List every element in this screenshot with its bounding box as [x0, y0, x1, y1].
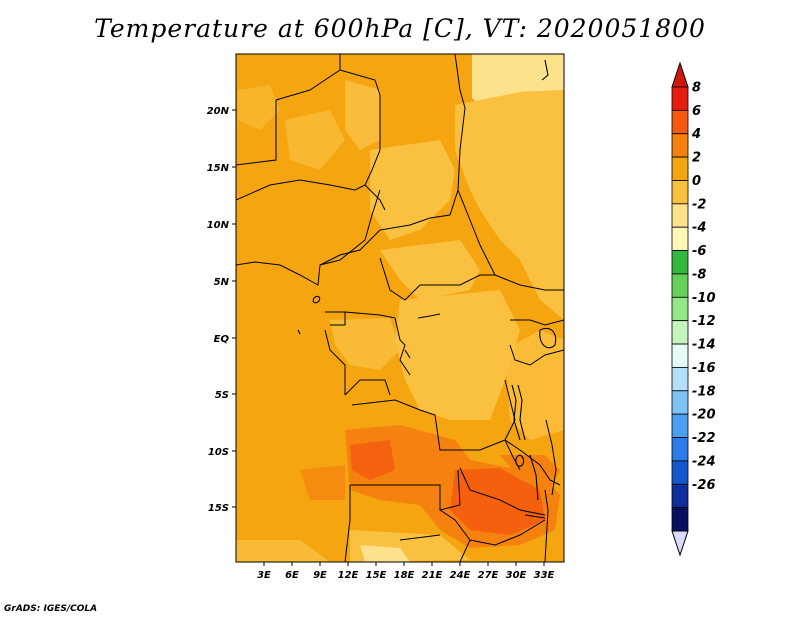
lat-tick-label: 15S: [208, 503, 229, 514]
lat-tick-label: 5N: [214, 277, 230, 288]
colorbar-label: -10: [692, 291, 716, 306]
colorbar-box: [671, 343, 689, 368]
colorbar-label: -14: [692, 338, 716, 353]
latitude-axis: 20N 15N 10N 5N EQ 5S 10S 15S: [207, 106, 236, 514]
colorbar-box: [671, 133, 689, 158]
colorbar-box: [671, 180, 689, 205]
lon-tick-label: 12E: [338, 570, 359, 581]
lon-tick-label: 33E: [534, 570, 555, 581]
colorbar-label: 2: [692, 151, 701, 166]
colorbar-label: -26: [692, 478, 716, 493]
colorbar-label: 4: [691, 127, 701, 142]
colorbar-box: [671, 296, 689, 322]
colorbar-label: -24: [692, 454, 716, 469]
colorbar-box: [671, 203, 689, 228]
colorbar: 8 6 4 2 0 -2 -4 -6 -8 -10 -12 -14 -16 -18 -20 -22 -24 -26: [671, 61, 716, 557]
map-panel: [236, 54, 564, 562]
colorbar-box: [671, 320, 689, 345]
colorbar-label: -8: [692, 267, 706, 282]
colorbar-label: -12: [692, 314, 716, 329]
lon-tick-label: 9E: [313, 570, 327, 581]
colorbar-label: -20: [692, 408, 716, 423]
colorbar-box: [671, 390, 689, 415]
colorbar-label: -16: [692, 361, 716, 376]
colorbar-label: -18: [692, 384, 716, 399]
colorbar-box: [671, 413, 689, 438]
lon-tick-label: 3E: [257, 570, 271, 581]
colorbar-box: [671, 109, 689, 135]
colorbar-label: 8: [692, 81, 701, 96]
colorbar-box: [671, 273, 689, 298]
lat-tick-label: EQ: [214, 334, 230, 345]
colorbar-box: [671, 86, 689, 111]
lat-tick-label: 15N: [207, 163, 230, 174]
country-boundaries: [236, 54, 564, 562]
colorbar-box: [671, 507, 689, 532]
colorbar-label: -6: [692, 244, 706, 259]
lat-tick-label: 10N: [207, 220, 230, 231]
colorbar-labels: 8 6 4 2 0 -2 -4 -6 -8 -10 -12 -14 -16 -18 -20 -22 -24 -26: [691, 81, 716, 493]
colorbar-under-arrow: [671, 530, 689, 557]
lat-tick-label: 5S: [215, 390, 229, 401]
colorbar-box: [671, 250, 689, 275]
lon-tick-label: 18E: [394, 570, 415, 581]
lakes: [297, 59, 557, 519]
lat-tick-label: 10S: [208, 447, 229, 458]
colorbar-box: [671, 483, 689, 509]
chart-title: Temperature at 600hPa [C], VT: 202005180…: [94, 14, 706, 43]
colorbar-box: [671, 460, 689, 485]
colorbar-box: [671, 437, 689, 462]
colorbar-label: 0: [692, 174, 701, 189]
lon-tick-label: 27E: [478, 570, 499, 581]
longitude-axis: 3E 6E 9E 12E 15E 18E 21E 24E 27E 30E 33E: [257, 562, 555, 581]
colorbar-over-arrow: [671, 61, 689, 88]
lon-tick-label: 15E: [366, 570, 387, 581]
lon-tick-label: 21E: [422, 570, 443, 581]
credit-text: GrADS: IGES/COLA: [4, 604, 98, 614]
lon-tick-label: 24E: [450, 570, 471, 581]
colorbar-box: [671, 226, 689, 251]
colorbar-box: [671, 367, 689, 392]
lon-tick-label: 6E: [285, 570, 299, 581]
colorbar-label: 6: [692, 104, 701, 119]
colorbar-box: [671, 156, 689, 181]
lat-tick-label: 20N: [207, 106, 230, 117]
lon-tick-label: 30E: [506, 570, 527, 581]
colorbar-boxes: [671, 86, 689, 532]
colorbar-label: -4: [692, 221, 706, 236]
colorbar-label: -22: [692, 431, 716, 446]
map-frame: [235, 53, 565, 563]
colorbar-label: -2: [692, 197, 706, 212]
